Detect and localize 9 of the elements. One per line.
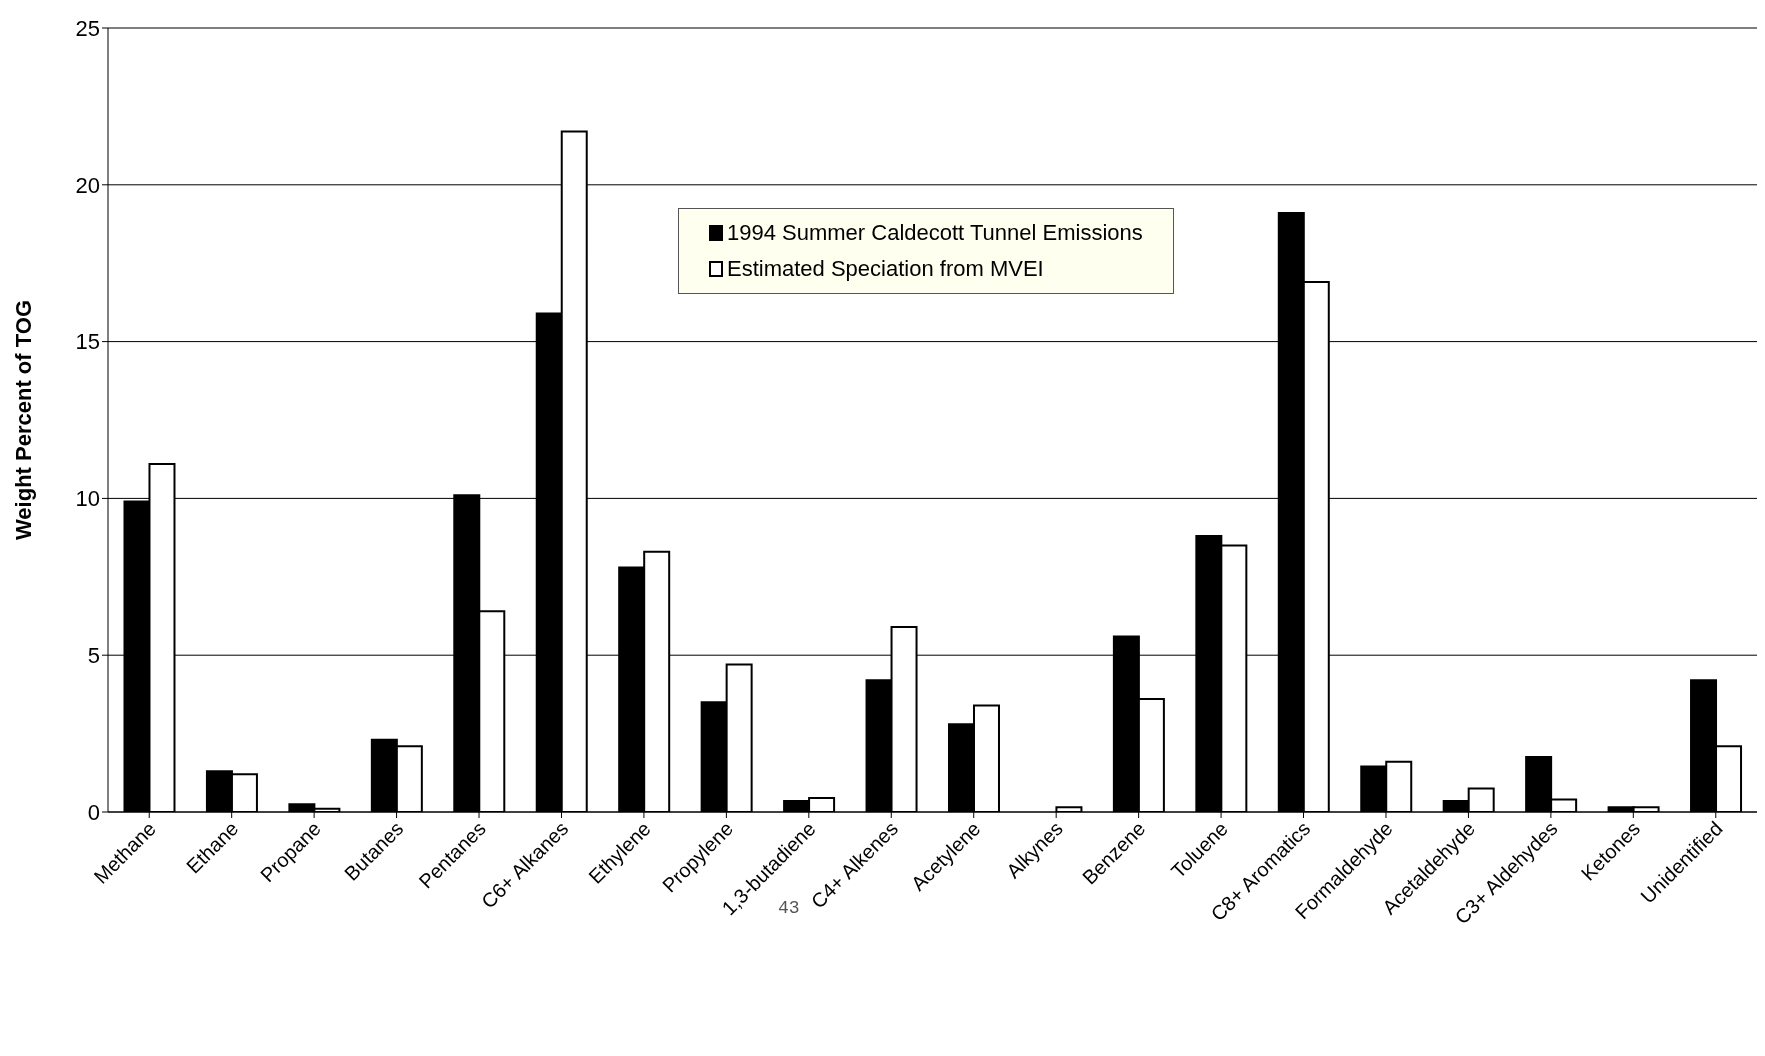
y-tick-label: 15 (75, 329, 100, 355)
y-axis-title: Weight Percent of TOG (10, 300, 36, 540)
y-tick-label: 5 (87, 643, 100, 669)
y-tick-label: 25 (75, 15, 100, 41)
legend-label: Estimated Speciation from MVEI (727, 255, 1044, 283)
y-tick-label: 10 (75, 486, 100, 512)
y-tick-label: 0 (87, 799, 100, 825)
y-tick-label: 20 (75, 172, 100, 198)
legend-label: 1994 Summer Caldecott Tunnel Emissions (727, 219, 1143, 247)
